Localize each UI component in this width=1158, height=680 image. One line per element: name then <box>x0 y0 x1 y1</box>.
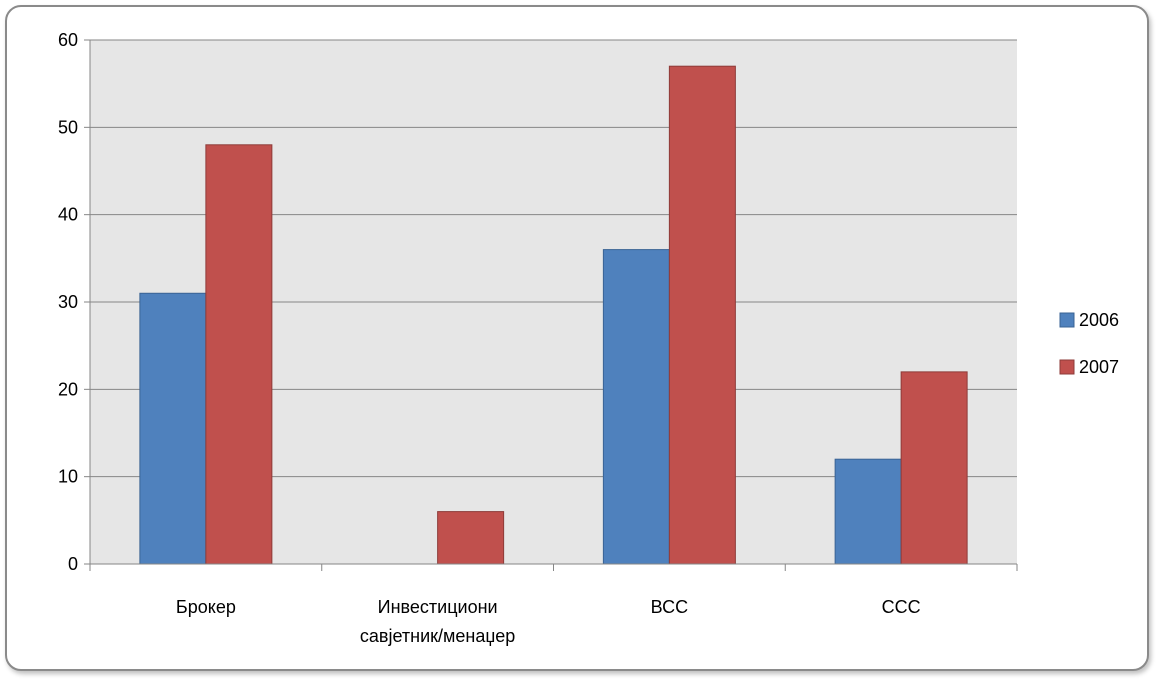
y-tick-label: 60 <box>58 30 78 50</box>
bar-2006-2 <box>602 249 670 565</box>
bar-2007-2 <box>668 65 736 565</box>
bar-2006-0 <box>139 292 207 565</box>
y-tick-label: 0 <box>68 554 78 574</box>
legend-swatch <box>1059 359 1075 375</box>
bar-2007-3 <box>900 371 968 565</box>
y-tick-label: 50 <box>58 117 78 137</box>
legend: 2006 2007 <box>1059 310 1119 377</box>
x-tick-label: ССС <box>882 597 921 617</box>
x-tick-label: Инвестициони <box>378 597 498 617</box>
y-tick-label: 30 <box>58 292 78 312</box>
axes: 0 10 20 30 40 50 60 Брокер Инвестициони савјетник… <box>58 30 1018 646</box>
x-tick-label: ВСС <box>651 597 688 617</box>
bar-2006-3 <box>834 458 902 565</box>
y-tick-label: 40 <box>58 205 78 225</box>
y-tick-label: 20 <box>58 379 78 399</box>
legend-label: 2006 <box>1079 310 1119 330</box>
bar-2007-1 <box>437 511 505 565</box>
bars <box>139 65 968 565</box>
x-tick-label: Брокер <box>176 597 236 617</box>
legend-swatch <box>1059 312 1075 328</box>
legend-label: 2007 <box>1079 357 1119 377</box>
y-tick-label: 10 <box>58 467 78 487</box>
bar-2007-0 <box>205 144 273 565</box>
x-tick-label: савјетник/менаџер <box>360 626 515 646</box>
